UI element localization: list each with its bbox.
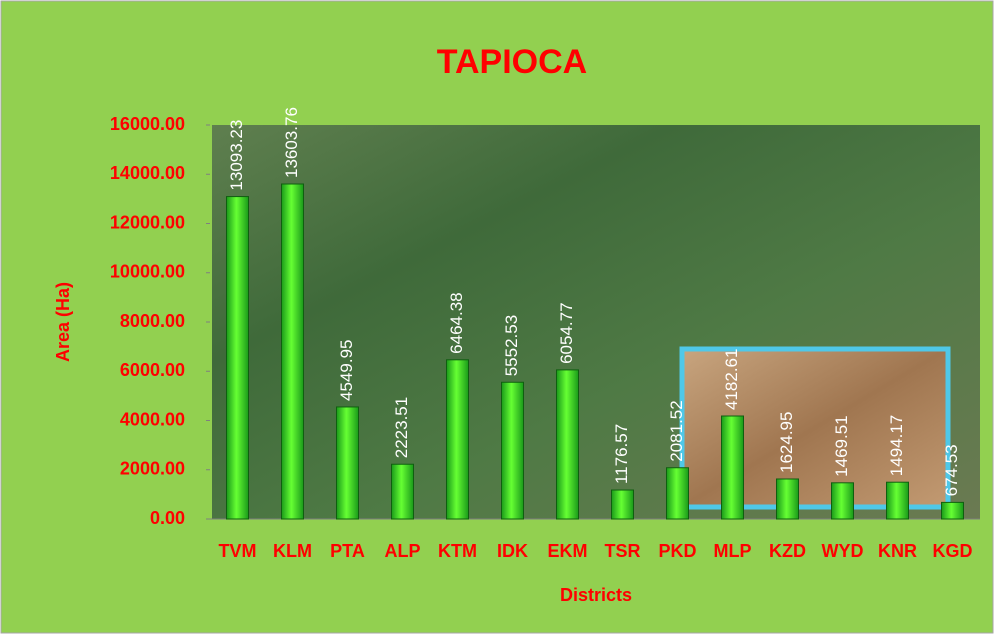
x-tick-label: TSR [605,541,641,561]
y-tick-label: 10000.00 [110,262,185,282]
bar [336,406,359,520]
data-label: 1494.17 [887,415,906,476]
data-label: 6464.38 [447,292,466,353]
y-tick-label: 12000.00 [110,212,185,232]
x-tick-label: WYD [822,541,864,561]
x-tick-label: KZD [769,541,806,561]
y-tick-label: 6000.00 [120,360,185,380]
bar [721,415,744,520]
y-tick-label: 14000.00 [110,163,185,183]
x-axis-label: Districts [560,585,632,605]
bar [831,482,854,520]
x-tick-label: KGD [933,541,973,561]
data-label: 674.53 [942,444,961,496]
x-tick-label: PTA [330,541,365,561]
y-tick-label: 8000.00 [120,311,185,331]
x-tick-label: KLM [273,541,312,561]
data-label: 4182.61 [722,349,741,410]
y-tick-label: 2000.00 [120,459,185,479]
data-label: 1469.51 [832,415,851,476]
y-tick-label: 0.00 [150,508,185,528]
data-label: 6054.77 [557,302,576,363]
bar [501,381,524,520]
x-tick-label: PKD [658,541,696,561]
data-label: 2081.52 [667,400,686,461]
x-tick-label: ALP [385,541,421,561]
y-tick-label: 16000.00 [110,114,185,134]
bar [886,481,909,520]
bar [941,501,964,520]
bar [556,369,579,520]
bar [666,467,689,520]
data-label: 13603.76 [282,107,301,178]
chart-title: TAPIOCA [437,43,587,81]
data-label: 5552.53 [502,315,521,376]
bar [226,196,249,520]
x-tick-label: TVM [219,541,257,561]
bar [446,359,469,520]
bar [611,489,634,520]
data-label: 4549.95 [337,340,356,401]
data-label: 1624.95 [777,412,796,473]
bar [391,463,414,520]
x-tick-label: KNR [878,541,917,561]
x-tick-label: MLP [714,541,752,561]
bar [281,183,304,520]
data-label: 2223.51 [392,397,411,458]
y-axis-label: Area (Ha) [53,282,73,362]
x-tick-label: KTM [438,541,477,561]
x-tick-label: EKM [548,541,588,561]
bar [776,478,799,520]
data-label: 1176.57 [612,424,631,484]
data-label: 13093.23 [227,120,246,191]
y-tick-label: 4000.00 [120,409,185,429]
x-tick-label: IDK [497,541,528,561]
